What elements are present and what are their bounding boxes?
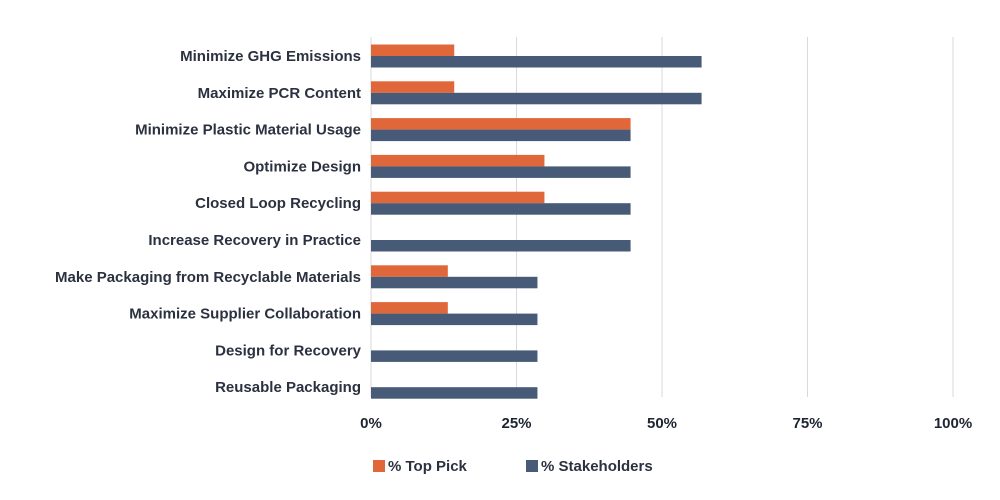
bar-stakeholders xyxy=(371,166,631,178)
bar-top-pick xyxy=(371,118,631,130)
category-label: Design for Recovery xyxy=(215,342,362,359)
bar-top-pick xyxy=(371,191,545,204)
category-labels: Minimize GHG Emissions Maximize PCR Conte… xyxy=(55,48,362,396)
x-tick-label: 0% xyxy=(360,415,382,432)
x-tick-label: 100% xyxy=(934,415,972,432)
category-label: Increase Recovery in Practice xyxy=(148,232,361,249)
bar-top-pick xyxy=(371,81,455,93)
bar-stakeholders xyxy=(371,276,538,289)
bar-top-pick xyxy=(371,154,545,167)
category-label: Make Packaging from Recyclable Materials xyxy=(55,269,361,286)
legend-swatch xyxy=(373,460,385,472)
category-label: Maximize PCR Content xyxy=(198,85,361,102)
legend-swatch xyxy=(526,460,538,472)
bar-stakeholders xyxy=(371,203,631,215)
bar-stakeholders xyxy=(371,56,702,68)
category-label: Reusable Packaging xyxy=(215,379,361,396)
category-label: Minimize GHG Emissions xyxy=(180,48,361,65)
legend-label: % Stakeholders xyxy=(541,458,653,475)
bar-stakeholders xyxy=(371,240,631,252)
legend-label: % Top Pick xyxy=(388,458,468,475)
bar-stakeholders xyxy=(371,387,538,399)
category-label: Optimize Design xyxy=(243,158,361,175)
bar-top-pick xyxy=(371,44,455,56)
bar-stakeholders xyxy=(371,350,538,362)
bar-stakeholders xyxy=(371,313,538,326)
bars xyxy=(371,44,702,399)
bar-stakeholders xyxy=(371,129,631,142)
x-axis-ticks: 0% 25% 50% 75% 100% xyxy=(360,415,972,432)
x-tick-label: 75% xyxy=(792,415,822,432)
legend: % Top Pick % Stakeholders xyxy=(373,458,653,475)
category-label: Minimize Plastic Material Usage xyxy=(135,122,361,139)
gridlines xyxy=(370,37,954,397)
bar-top-pick xyxy=(371,302,448,314)
x-tick-label: 50% xyxy=(647,415,677,432)
x-tick-label: 25% xyxy=(501,415,531,432)
bar-top-pick xyxy=(371,265,448,277)
category-label: Closed Loop Recycling xyxy=(195,195,361,212)
bar-stakeholders xyxy=(371,92,702,105)
category-label: Maximize Supplier Collaboration xyxy=(129,306,361,323)
